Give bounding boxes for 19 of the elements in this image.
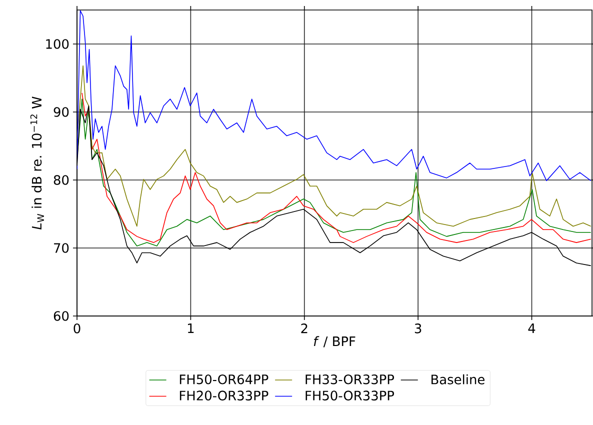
y-tick-label: 80 xyxy=(54,175,69,185)
y-axis-title: L$_{W}$ in dB re. 10$^{−12}$ W xyxy=(30,96,44,230)
legend-label: FH50-OR33PP xyxy=(306,390,394,400)
y-tick-label: 60 xyxy=(54,311,69,321)
legend-label: FH20-OR33PP xyxy=(180,390,268,400)
x-tick-label: 2 xyxy=(301,324,308,334)
line-series xyxy=(77,10,592,182)
line-series xyxy=(77,65,592,227)
x-tick-label: 0 xyxy=(74,324,80,334)
x-tick-label: 4 xyxy=(528,324,536,333)
x-axis-title: f / BPF xyxy=(314,336,356,348)
legend-label: Baseline xyxy=(432,374,484,384)
legend-label: FH33-OR33PP xyxy=(306,374,394,384)
x-tick-label: 1 xyxy=(188,324,194,333)
legend-label: FH50-OR64PP xyxy=(180,374,268,384)
y-tick-label: 90 xyxy=(54,107,69,117)
y-tick-label: 70 xyxy=(54,243,69,253)
x-tick-label: 3 xyxy=(414,324,422,334)
y-tick-label: 100 xyxy=(46,39,69,49)
